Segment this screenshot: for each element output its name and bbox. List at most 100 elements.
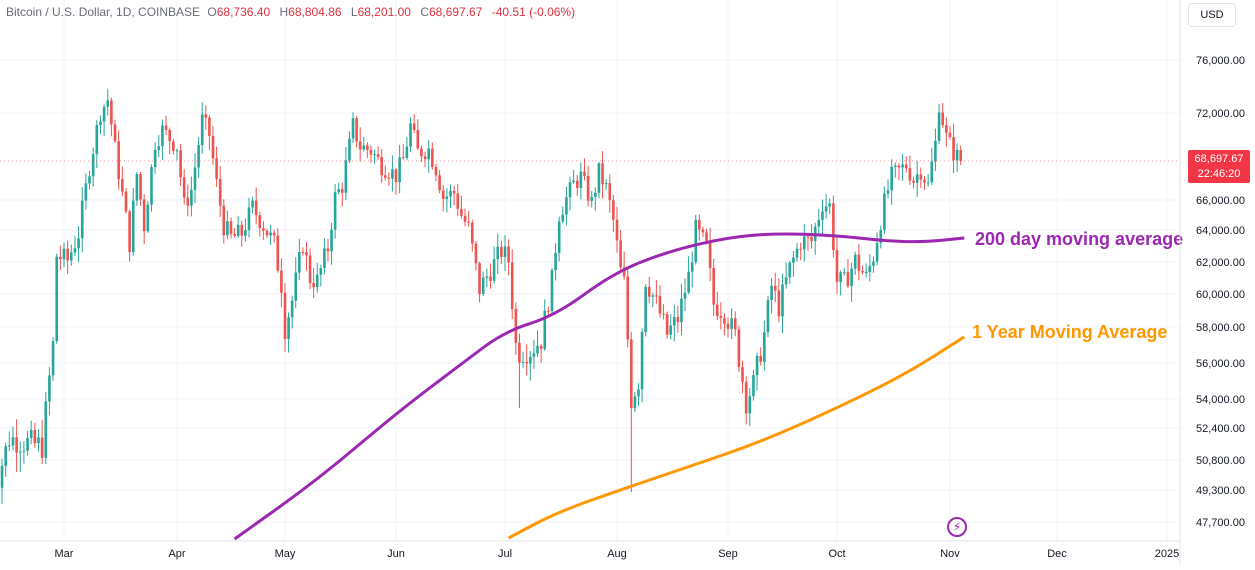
candle-body [244,230,247,236]
candle-body [312,283,315,288]
candle-body [394,169,398,183]
y-tick-label: 76,000.00 [1196,55,1245,67]
candle-body [240,224,244,236]
candle-body [91,154,95,177]
candle-body [427,148,430,160]
candle-body [737,329,741,368]
candle-body [298,252,301,273]
x-tick-label: Mar [55,548,74,560]
x-tick-label: May [275,548,296,560]
candle-body [839,272,842,282]
candle-body [55,256,59,342]
candle-body [208,117,211,136]
candle-body [128,211,131,253]
candle-bodies [0,100,962,488]
candle-body [330,229,333,252]
candle-body [619,240,622,268]
candle-body [383,175,387,178]
candle-body [124,191,128,212]
lightning-icon[interactable]: ⚡︎ [947,517,967,537]
candle-body [135,174,139,201]
candle-body [875,242,879,262]
candle-body [40,437,44,458]
candle-body [897,165,901,168]
candle-body [726,323,730,329]
candle-body [485,276,489,278]
candle-body [803,236,806,250]
candle-body [251,200,254,208]
candle-body [941,112,945,126]
candle-body [597,163,601,193]
candle-body [669,325,673,335]
candle-body [236,224,240,236]
candle-body [59,256,62,260]
candle-body [233,234,236,236]
candle-body [853,254,857,269]
candle-body [355,118,358,142]
candle-body [832,203,835,251]
candle-body [532,353,536,357]
annotations: 200 day moving average 1 Year Moving Aver… [0,160,1183,342]
candle-body [113,124,117,142]
currency-button[interactable]: USD [1188,3,1236,27]
candle-body [955,149,959,161]
ma-1-year-label: 1 Year Moving Average [972,322,1167,342]
candle-body [694,219,698,263]
candle-body [200,114,204,146]
candle-body [471,222,474,244]
candle-body [161,125,164,147]
candle-body [222,205,226,236]
candle-body [420,148,423,157]
candle-body [474,243,478,264]
high-value: 68,804.86 [288,5,342,19]
candle-body [850,268,853,287]
candle-body [792,257,795,263]
symbol-label[interactable]: Bitcoin / U.S. Dollar, 1D, COINBASE [6,5,201,19]
candle-body [88,176,91,184]
candle-body [763,332,766,362]
candle-body [452,190,456,194]
x-tick-label: Nov [940,548,960,560]
candle-body [409,123,412,147]
candle-body [11,437,15,446]
candle-body [405,146,409,158]
candle-body [18,451,22,453]
axes [0,0,1181,565]
candle-body [172,141,175,151]
candle-body [521,361,525,363]
candle-body [401,157,405,159]
candle-body [456,193,460,209]
candle-body [872,261,875,266]
candle-body [503,246,507,257]
candle-body [683,292,687,299]
candle-body [770,285,773,300]
candle-body [37,437,40,444]
y-tick-label: 54,000.00 [1196,394,1245,406]
x-tick-label: Jun [387,548,405,560]
candle-body [759,355,762,362]
candle-body [247,207,251,231]
candle-body [864,272,868,274]
candle-body [781,284,784,317]
candle-body [536,345,539,354]
candle-body [66,248,69,261]
candle-body [788,262,792,278]
candle-body [633,396,637,408]
candle-body [583,171,586,176]
candle-body [460,208,463,216]
candle-body [586,175,590,201]
y-tick-label: 52,400.00 [1196,423,1245,435]
bar-countdown: 22:46:20 [1197,168,1241,180]
candle-body [908,168,912,181]
candle-body [369,150,373,155]
candle-body [626,276,630,340]
candle-body [182,177,186,198]
candle-body [680,298,683,323]
candle-body [467,221,470,223]
candle-body [890,166,893,191]
candle-body [333,192,337,230]
candle-body [687,271,690,293]
candle-body [733,318,737,330]
